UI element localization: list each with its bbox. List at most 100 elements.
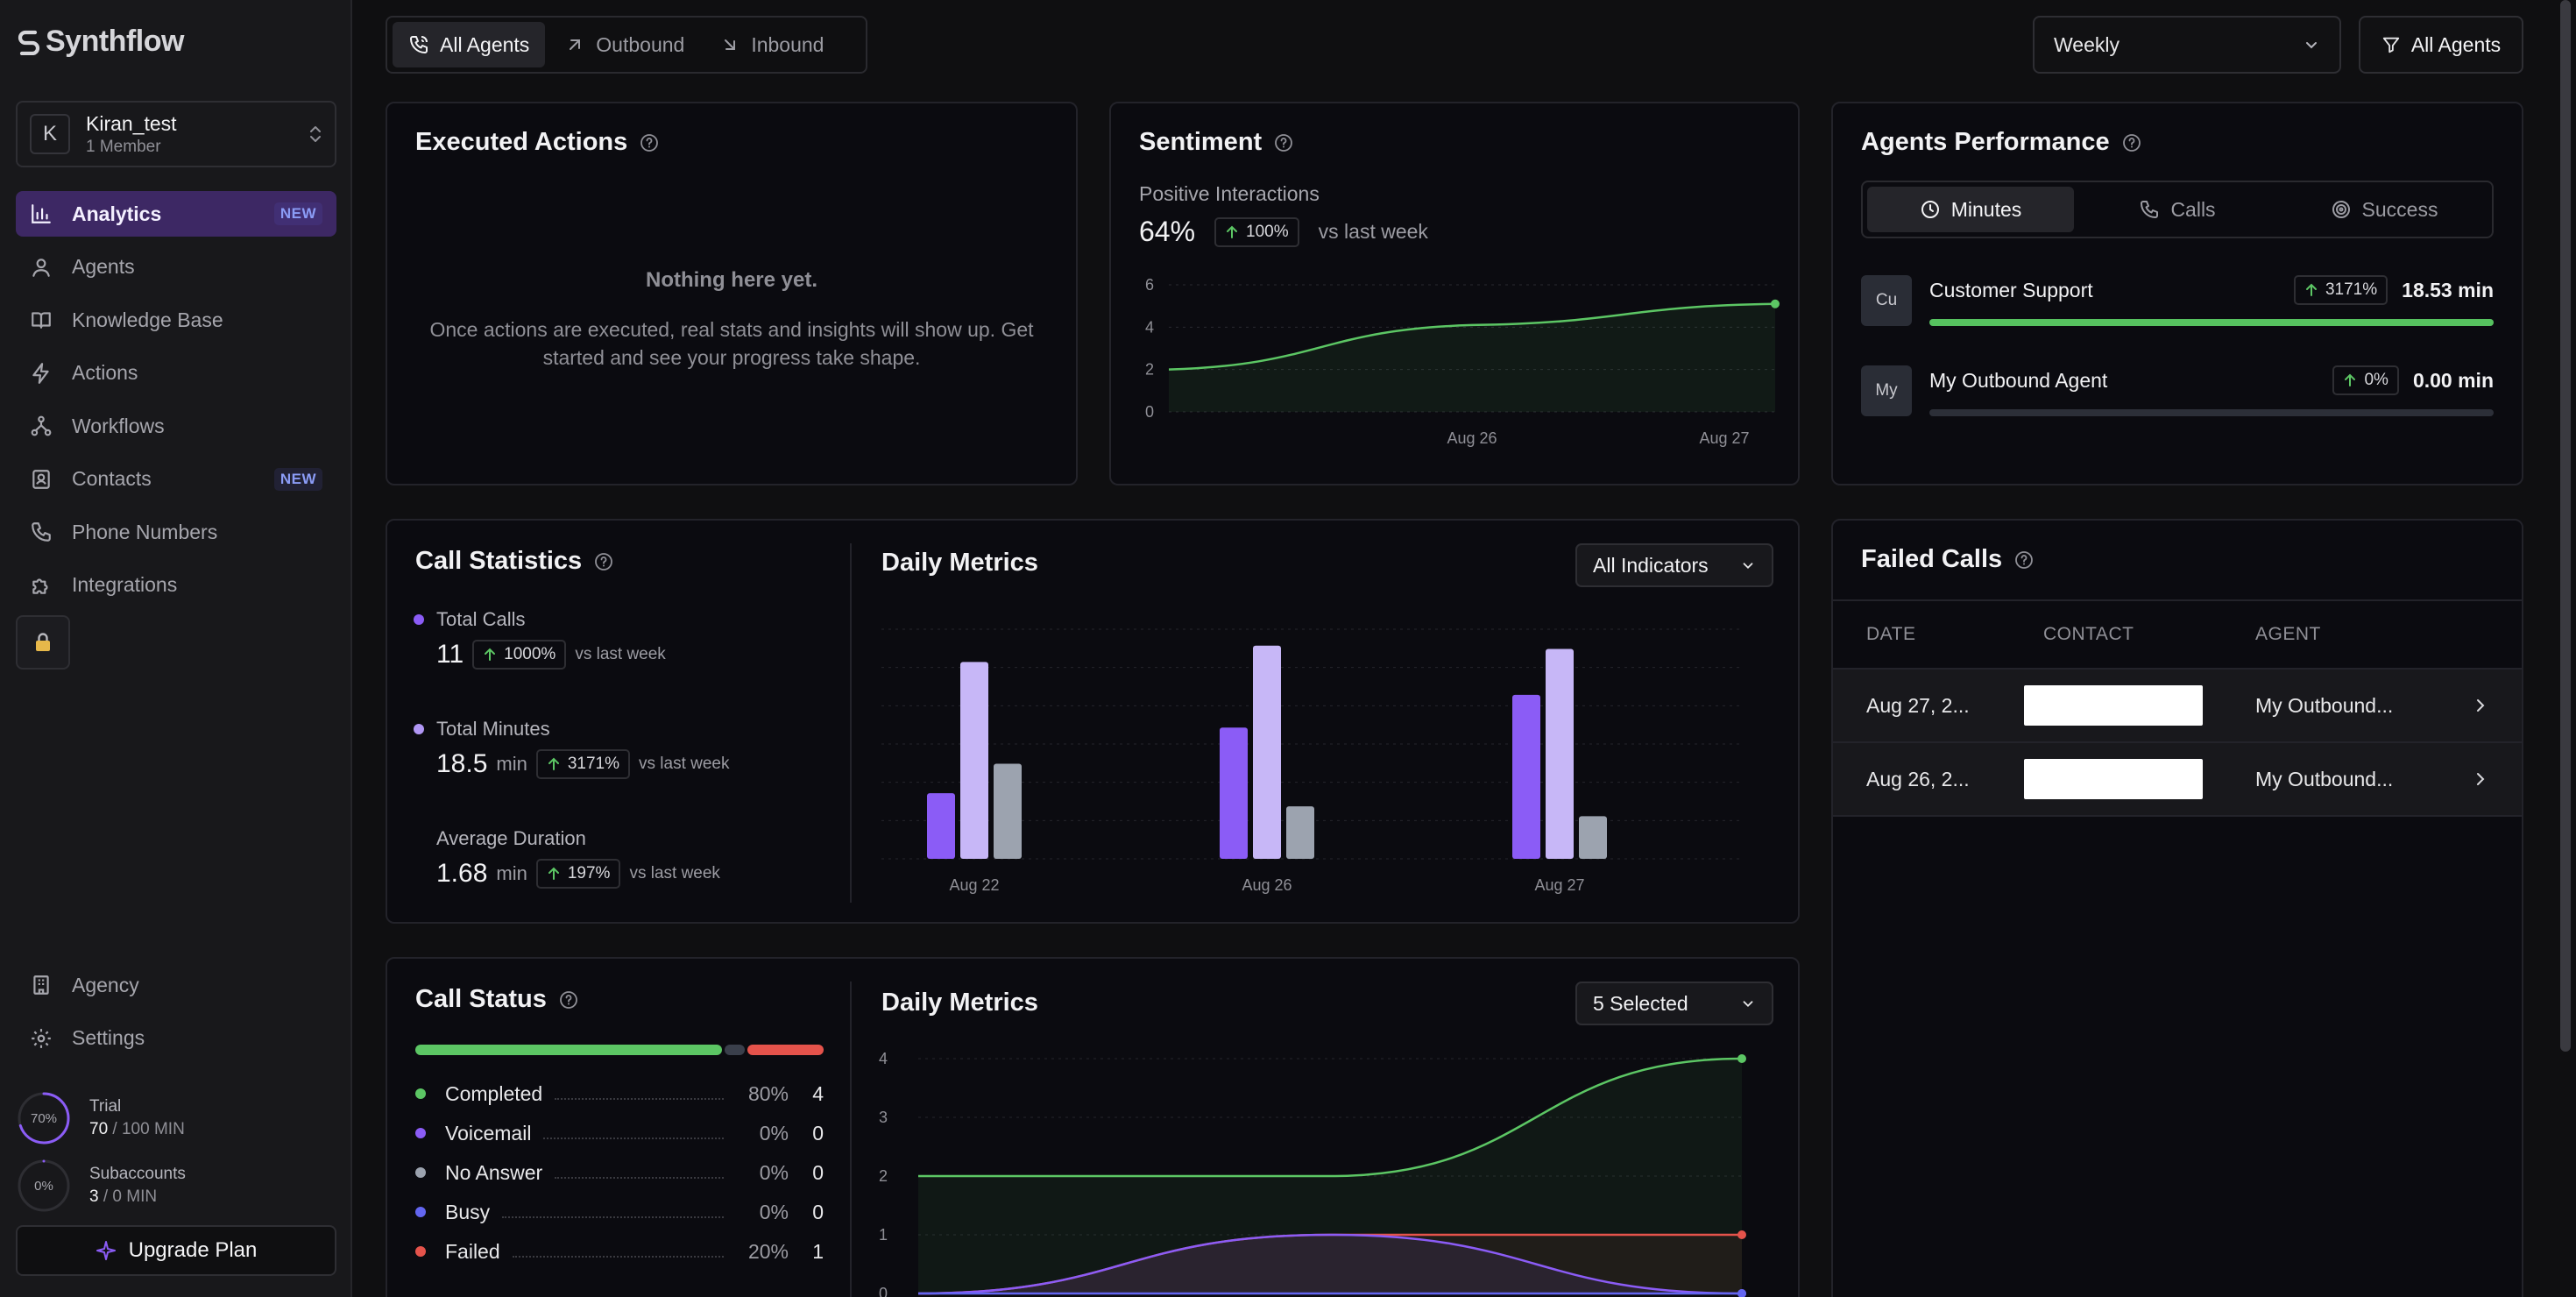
tab-label-outbound: Outbound bbox=[596, 32, 685, 56]
status-percent: 0% bbox=[759, 1121, 789, 1145]
leader-dots bbox=[555, 1166, 724, 1179]
divider bbox=[850, 982, 852, 1297]
lock-icon bbox=[36, 633, 50, 651]
metrics-select-value: 5 Selected bbox=[1593, 991, 1688, 1015]
table-row[interactable]: Aug 26, 2... My Outbound... bbox=[1833, 743, 2522, 817]
stat-label: Total Calls bbox=[436, 608, 526, 630]
row-agent: My Outbound... bbox=[2255, 693, 2394, 717]
tab-label-inbound: Inbound bbox=[751, 32, 824, 56]
segment-label-minutes: Minutes bbox=[1950, 197, 2022, 221]
x-tick-label: Aug 27 bbox=[1699, 429, 1749, 447]
nav-item-agency[interactable]: Agency bbox=[16, 962, 336, 1008]
help-icon[interactable] bbox=[559, 990, 578, 1010]
stat-label: Total Minutes bbox=[436, 718, 550, 740]
indicators-dropdown[interactable]: All Indicators bbox=[1575, 543, 1773, 587]
period-select[interactable]: Weekly bbox=[2033, 16, 2341, 74]
tab-outbound[interactable]: Outbound bbox=[548, 22, 700, 67]
row-date: Aug 27, 2... bbox=[1866, 693, 1970, 717]
nav-item-integrations[interactable]: Integrations bbox=[16, 563, 336, 608]
agents-performance-card: Agents Performance Minutes Calls Success… bbox=[1831, 102, 2523, 485]
sentiment-chart: 0 2 4 6 Aug 26 Aug 27 bbox=[1145, 276, 1780, 447]
help-icon[interactable] bbox=[2122, 133, 2141, 152]
data-point bbox=[1771, 299, 1780, 308]
sparkle-icon bbox=[96, 1241, 116, 1260]
column-header-contact: CONTACT bbox=[2043, 624, 2134, 644]
filter-icon bbox=[2382, 37, 2400, 53]
stat-vs: vs last week bbox=[575, 645, 666, 663]
clock-icon bbox=[1921, 201, 1939, 218]
stat-unit: min bbox=[496, 862, 527, 884]
chevron-right-icon[interactable] bbox=[2473, 698, 2488, 713]
help-icon[interactable] bbox=[640, 133, 659, 152]
chevron-down-icon bbox=[2306, 42, 2317, 49]
sentiment-area bbox=[1169, 303, 1775, 412]
metrics-select-dropdown[interactable]: 5 Selected bbox=[1575, 982, 1773, 1025]
trial-progress-arc bbox=[18, 1092, 70, 1145]
status-distribution-bar bbox=[415, 1045, 824, 1055]
agent-avatar: Cu bbox=[1861, 275, 1912, 326]
locked-feature-button[interactable] bbox=[16, 615, 70, 670]
nav-item-knowledge-base[interactable]: Knowledge Base bbox=[16, 297, 336, 343]
nav-item-settings[interactable]: Settings bbox=[16, 1016, 336, 1061]
tab-label-all-agents: All Agents bbox=[440, 32, 530, 56]
segment-calls[interactable]: Calls bbox=[2074, 187, 2281, 232]
daily-metrics-title: Daily Metrics bbox=[881, 989, 1038, 1017]
nav-label-knowledge-base: Knowledge Base bbox=[72, 308, 223, 331]
nav-item-workflows[interactable]: Workflows bbox=[16, 403, 336, 449]
nav-item-agents[interactable]: Agents bbox=[16, 245, 336, 290]
bar bbox=[1220, 727, 1248, 859]
segment-success[interactable]: Success bbox=[2281, 187, 2488, 232]
bar bbox=[994, 763, 1022, 859]
sentiment-delta: 100% bbox=[1214, 216, 1299, 247]
agent-performance-row[interactable]: My My Outbound Agent 0% 0.00 min bbox=[1861, 365, 2494, 418]
status-count: 1 bbox=[812, 1239, 824, 1263]
sentiment-card: Sentiment Positive Interactions 64% 100%… bbox=[1109, 102, 1800, 485]
help-icon[interactable] bbox=[1274, 133, 1293, 152]
agent-filter-button[interactable]: All Agents bbox=[2359, 16, 2523, 74]
upgrade-plan-button[interactable]: Upgrade Plan bbox=[16, 1225, 336, 1276]
trial-usage: 70% Trial 70 / 100 MIN bbox=[16, 1089, 336, 1147]
series-area bbox=[918, 1235, 1742, 1293]
leader-dots bbox=[502, 1206, 724, 1218]
nav-item-actions[interactable]: Actions bbox=[16, 351, 336, 396]
status-bar-segment bbox=[415, 1045, 722, 1055]
subaccounts-percent: 0% bbox=[34, 1178, 53, 1194]
leader-dots bbox=[555, 1088, 724, 1100]
sentiment-delta-value: 100% bbox=[1246, 222, 1289, 241]
status-percent: 80% bbox=[747, 1081, 789, 1105]
agent-performance-row[interactable]: Cu Customer Support 3171% 18.53 min bbox=[1861, 275, 2494, 328]
help-icon[interactable] bbox=[594, 552, 613, 571]
executed-actions-card: Executed Actions Nothing here yet. Once … bbox=[386, 102, 1078, 485]
call-status-card: Call Status Completed 80% 4 Voicemail 0%… bbox=[386, 957, 1800, 1297]
trial-used: 70 bbox=[89, 1120, 109, 1138]
x-tick-label: Aug 26 bbox=[1447, 429, 1497, 447]
nav-label-workflows: Workflows bbox=[72, 414, 165, 437]
arrow-up-icon bbox=[1227, 225, 1238, 238]
y-tick-label: 4 bbox=[1145, 318, 1154, 336]
indicators-dropdown-value: All Indicators bbox=[1593, 553, 1709, 577]
sentiment-subtitle: Positive Interactions bbox=[1139, 182, 1320, 205]
status-label: Completed bbox=[445, 1081, 543, 1105]
series-line bbox=[918, 1057, 1743, 1178]
nav-item-phone-numbers[interactable]: Phone Numbers bbox=[16, 509, 336, 555]
segment-minutes[interactable]: Minutes bbox=[1867, 187, 2074, 232]
logo[interactable]: Synthflow bbox=[18, 25, 184, 59]
workspace-switcher[interactable]: K Kiran_test 1 Member bbox=[16, 101, 336, 167]
stat-total-calls: Total Calls 11 1000% vs last week bbox=[414, 608, 666, 670]
nav-item-contacts[interactable]: Contacts NEW bbox=[16, 457, 336, 502]
nav-label-agency: Agency bbox=[72, 973, 139, 996]
daily-metrics-title: Daily Metrics bbox=[881, 549, 1038, 577]
bar bbox=[960, 662, 988, 859]
help-icon[interactable] bbox=[2014, 550, 2034, 570]
tab-all-agents[interactable]: All Agents bbox=[393, 22, 546, 67]
failed-calls-title: Failed Calls bbox=[1861, 545, 2003, 573]
chevron-right-icon[interactable] bbox=[2473, 771, 2488, 787]
page-scrollbar[interactable] bbox=[2560, 0, 2571, 1052]
tab-inbound[interactable]: Inbound bbox=[704, 22, 839, 67]
nav-item-analytics[interactable]: Analytics NEW bbox=[16, 191, 336, 237]
table-row[interactable]: Aug 27, 2... My Outbound... bbox=[1833, 670, 2522, 743]
y-tick-label: 6 bbox=[1145, 276, 1154, 294]
sentiment-value: 64% bbox=[1139, 216, 1196, 247]
status-label: Busy bbox=[445, 1200, 491, 1223]
stat-vs: vs last week bbox=[629, 864, 720, 882]
